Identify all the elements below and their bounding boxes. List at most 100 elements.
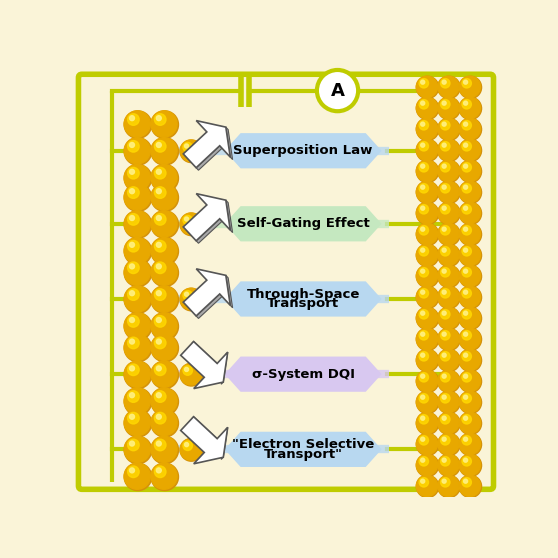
Circle shape <box>442 164 446 168</box>
Circle shape <box>438 160 459 181</box>
Circle shape <box>459 140 480 161</box>
Circle shape <box>416 265 439 287</box>
Circle shape <box>155 114 166 126</box>
Circle shape <box>462 268 472 277</box>
Circle shape <box>459 349 480 371</box>
Circle shape <box>438 391 459 412</box>
Circle shape <box>151 138 179 165</box>
Circle shape <box>129 242 134 247</box>
Polygon shape <box>196 219 222 243</box>
Circle shape <box>124 334 150 360</box>
Circle shape <box>438 307 459 329</box>
Circle shape <box>124 111 152 138</box>
Circle shape <box>464 353 468 357</box>
Circle shape <box>151 334 177 360</box>
Circle shape <box>464 143 468 147</box>
Circle shape <box>438 202 459 223</box>
Circle shape <box>462 247 472 256</box>
Circle shape <box>459 307 482 330</box>
Circle shape <box>128 187 139 198</box>
Circle shape <box>180 288 203 311</box>
Circle shape <box>124 463 150 489</box>
Circle shape <box>416 118 437 140</box>
Circle shape <box>151 111 177 137</box>
Circle shape <box>183 291 193 300</box>
Circle shape <box>442 185 446 189</box>
Circle shape <box>459 160 480 181</box>
Circle shape <box>124 184 152 211</box>
Circle shape <box>441 310 450 319</box>
Circle shape <box>421 80 425 84</box>
Circle shape <box>459 97 482 119</box>
Circle shape <box>438 371 459 392</box>
Circle shape <box>421 101 425 105</box>
Text: Through-Space: Through-Space <box>247 287 360 301</box>
Circle shape <box>416 286 437 307</box>
Circle shape <box>438 433 459 454</box>
Circle shape <box>128 412 139 424</box>
Circle shape <box>151 312 179 340</box>
Circle shape <box>442 458 446 462</box>
Circle shape <box>459 118 480 140</box>
Circle shape <box>421 290 425 294</box>
Text: Superposition Law: Superposition Law <box>233 145 373 157</box>
Polygon shape <box>226 275 233 308</box>
Circle shape <box>419 415 429 424</box>
Circle shape <box>462 288 472 298</box>
Circle shape <box>156 339 161 344</box>
Circle shape <box>151 138 177 164</box>
Circle shape <box>124 259 152 287</box>
Circle shape <box>464 269 468 273</box>
Circle shape <box>151 259 177 285</box>
Circle shape <box>156 215 161 220</box>
Circle shape <box>438 265 460 287</box>
Circle shape <box>416 244 437 266</box>
Circle shape <box>459 286 480 307</box>
Circle shape <box>156 189 161 194</box>
Circle shape <box>416 181 439 204</box>
Circle shape <box>462 225 472 235</box>
Circle shape <box>419 373 429 382</box>
Circle shape <box>441 99 450 109</box>
Circle shape <box>419 393 429 403</box>
Polygon shape <box>221 427 228 459</box>
Circle shape <box>438 412 460 435</box>
Circle shape <box>459 181 480 203</box>
Circle shape <box>416 202 437 223</box>
Circle shape <box>124 410 150 436</box>
Circle shape <box>124 184 150 210</box>
Circle shape <box>464 458 468 462</box>
Circle shape <box>442 374 446 378</box>
Text: σ-System DQI: σ-System DQI <box>252 368 355 381</box>
Circle shape <box>438 160 460 182</box>
Circle shape <box>441 121 450 130</box>
Circle shape <box>419 247 429 256</box>
Circle shape <box>441 142 450 151</box>
Circle shape <box>156 169 161 174</box>
Circle shape <box>151 238 179 265</box>
Circle shape <box>459 391 480 412</box>
Circle shape <box>459 412 480 434</box>
Circle shape <box>419 478 429 487</box>
Circle shape <box>129 393 134 398</box>
Circle shape <box>155 391 166 402</box>
Circle shape <box>180 213 201 234</box>
Circle shape <box>459 371 482 393</box>
Circle shape <box>441 247 450 256</box>
Circle shape <box>416 76 439 99</box>
Circle shape <box>124 463 152 490</box>
Circle shape <box>459 244 480 266</box>
Circle shape <box>124 312 150 339</box>
Circle shape <box>416 412 439 435</box>
Circle shape <box>464 185 468 189</box>
Circle shape <box>464 122 468 126</box>
Circle shape <box>128 391 139 402</box>
Circle shape <box>462 142 472 151</box>
Circle shape <box>183 215 193 225</box>
Circle shape <box>185 442 189 446</box>
Circle shape <box>421 206 425 210</box>
Circle shape <box>416 160 439 182</box>
Circle shape <box>438 181 460 204</box>
Circle shape <box>438 202 460 224</box>
Circle shape <box>156 414 161 419</box>
